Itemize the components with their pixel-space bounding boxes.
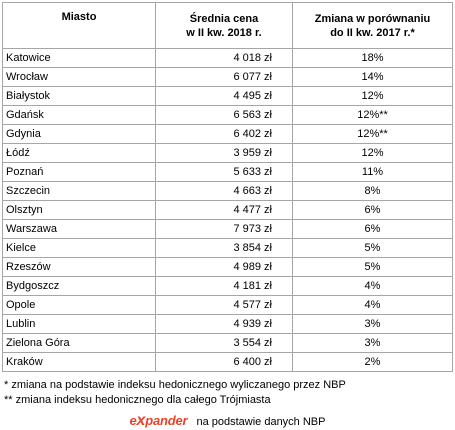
cell-city: Szczecin — [2, 181, 156, 201]
table-row: Lublin 4 939 zł 3% — [2, 314, 453, 334]
cell-price: 4 181 zł — [155, 276, 293, 296]
table-row: Opole 4 577 zł 4% — [2, 295, 453, 315]
cell-price: 7 973 zł — [155, 219, 293, 239]
cell-city: Olsztyn — [2, 200, 156, 220]
table-row: Gdynia 6 402 zł 12%** — [2, 124, 453, 144]
cell-price: 6 400 zł — [155, 352, 293, 372]
footnote-2: ** zmiana indeksu hedonicznego dla całeg… — [4, 394, 271, 406]
cell-price: 5 633 zł — [155, 162, 293, 182]
footnote-1: * zmiana na podstawie indeksu hedoniczne… — [4, 379, 346, 391]
table-row: Białystok 4 495 zł 12% — [2, 86, 453, 106]
cell-price: 4 477 zł — [155, 200, 293, 220]
cell-price: 4 018 zł — [155, 48, 293, 68]
table-row: Gdańsk 6 563 zł 12%** — [2, 105, 453, 125]
cell-change: 4% — [292, 295, 453, 315]
cell-change: 5% — [292, 257, 453, 277]
cell-price: 6 402 zł — [155, 124, 293, 144]
header-change-line2: do II kw. 2017 r.* — [330, 26, 415, 39]
header-city: Miasto — [2, 2, 156, 49]
cell-price: 4 989 zł — [155, 257, 293, 277]
cell-change: 4% — [292, 276, 453, 296]
table-row: Zielona Góra 3 554 zł 3% — [2, 333, 453, 353]
header-price-line2: w II kw. 2018 r. — [186, 26, 262, 39]
header-change-line1: Zmiana w porównaniu — [314, 12, 431, 25]
cell-price: 3 959 zł — [155, 143, 293, 163]
table-row: Kraków 6 400 zł 2% — [2, 352, 453, 372]
table-body: Katowice 4 018 zł 18% Wrocław 6 077 zł 14% Bia… — [2, 48, 453, 372]
cell-city: Bydgoszcz — [2, 276, 156, 296]
header-price: Średnia cena w II kw. 2018 r. — [155, 2, 293, 49]
cell-change: 3% — [292, 333, 453, 353]
cell-city: Gdynia — [2, 124, 156, 144]
cell-city: Warszawa — [2, 219, 156, 239]
cell-city: Kraków — [2, 352, 156, 372]
table-row: Poznań 5 633 zł 11% — [2, 162, 453, 182]
source-line: expander na podstawie danych NBP — [2, 413, 453, 430]
cell-city: Zielona Góra — [2, 333, 156, 353]
cell-city: Lublin — [2, 314, 156, 334]
cell-price: 6 563 zł — [155, 105, 293, 125]
table-row: Warszawa 7 973 zł 6% — [2, 219, 453, 239]
header-change: Zmiana w porównaniu do II kw. 2017 r.* — [292, 2, 453, 49]
cell-change: 14% — [292, 67, 453, 87]
table-row: Rzeszów 4 989 zł 5% — [2, 257, 453, 277]
cell-change: 18% — [292, 48, 453, 68]
cell-change: 6% — [292, 200, 453, 220]
cell-city: Kielce — [2, 238, 156, 258]
table-row: Katowice 4 018 zł 18% — [2, 48, 453, 68]
cell-city: Poznań — [2, 162, 156, 182]
cell-change: 12%** — [292, 105, 453, 125]
cell-change: 2% — [292, 352, 453, 372]
cell-city: Rzeszów — [2, 257, 156, 277]
cell-city: Opole — [2, 295, 156, 315]
cell-price: 6 077 zł — [155, 67, 293, 87]
price-table: Miasto Średnia cena w II kw. 2018 r. Zmi… — [2, 2, 453, 372]
cell-price: 4 663 zł — [155, 181, 293, 201]
cell-price: 4 939 zł — [155, 314, 293, 334]
table-row: Łódź 3 959 zł 12% — [2, 143, 453, 163]
table-row: Kielce 3 854 zł 5% — [2, 238, 453, 258]
footnotes: * zmiana na podstawie indeksu hedoniczne… — [2, 378, 453, 408]
cell-change: 12%** — [292, 124, 453, 144]
table-row: Szczecin 4 663 zł 8% — [2, 181, 453, 201]
cell-change: 12% — [292, 143, 453, 163]
cell-change: 8% — [292, 181, 453, 201]
cell-city: Białystok — [2, 86, 156, 106]
cell-price: 3 854 zł — [155, 238, 293, 258]
cell-city: Wrocław — [2, 67, 156, 87]
cell-price: 3 554 zł — [155, 333, 293, 353]
cell-city: Katowice — [2, 48, 156, 68]
cell-price: 4 577 zł — [155, 295, 293, 315]
table-row: Wrocław 6 077 zł 14% — [2, 67, 453, 87]
table-row: Olsztyn 4 477 zł 6% — [2, 200, 453, 220]
cell-change: 3% — [292, 314, 453, 334]
header-price-line1: Średnia cena — [189, 12, 259, 25]
cell-change: 11% — [292, 162, 453, 182]
cell-price: 4 495 zł — [155, 86, 293, 106]
cell-city: Gdańsk — [2, 105, 156, 125]
expander-logo: expander — [129, 412, 188, 429]
cell-change: 6% — [292, 219, 453, 239]
cell-change: 12% — [292, 86, 453, 106]
table-row: Bydgoszcz 4 181 zł 4% — [2, 276, 453, 296]
table-header: Miasto Średnia cena w II kw. 2018 r. Zmi… — [2, 2, 453, 49]
cell-city: Łódź — [2, 143, 156, 163]
cell-change: 5% — [292, 238, 453, 258]
